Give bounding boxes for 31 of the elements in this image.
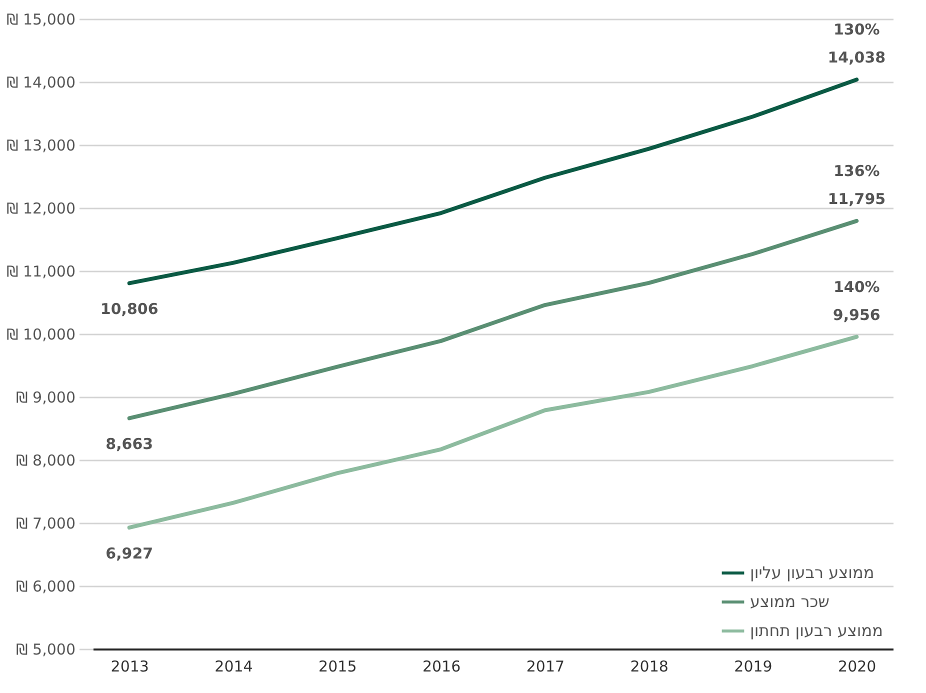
x-tick-label: 2016 [422, 658, 461, 676]
x-tick-label: 2019 [734, 658, 772, 676]
y-tick-label: ₪ 15,000 [6, 10, 76, 28]
y-tick-label: ₪ 11,000 [6, 262, 76, 280]
y-tick-label: ₪ 14,000 [6, 74, 76, 92]
annotation: 140% [833, 278, 880, 296]
annotation: 130% [833, 20, 880, 39]
x-tick-label: 2013 [110, 658, 149, 676]
data-label: 6,927 [106, 544, 154, 563]
y-tick-label: ₪ 12,000 [6, 200, 76, 218]
x-tick-label: 2018 [630, 658, 668, 676]
data-label: 9,956 [832, 306, 880, 324]
data-label: 8,663 [106, 435, 154, 454]
data-label: 14,038 [828, 48, 886, 67]
x-tick-label: 2015 [318, 658, 357, 676]
x-tick-label: 2014 [214, 658, 253, 676]
x-tick-label: 2017 [526, 658, 565, 676]
data-label: 10,806 [100, 300, 158, 318]
y-tick-label: ₪ 9,000 [16, 388, 76, 406]
y-tick-label: ₪ 5,000 [16, 640, 76, 658]
y-tick-label: ₪ 10,000 [6, 326, 76, 344]
legend-label: ממוצע רבעון עליון [750, 563, 874, 582]
data-label: 11,795 [828, 190, 886, 208]
x-tick-label: 2020 [838, 658, 876, 676]
legend-label: ממוצע רבעון תחתון [750, 621, 883, 640]
y-tick-label: ₪ 6,000 [16, 578, 76, 596]
y-tick-label: ₪ 8,000 [16, 452, 76, 470]
annotation: 136% [833, 162, 880, 180]
y-tick-label: ₪ 13,000 [6, 136, 76, 154]
legend-label: שכר ממוצע [750, 592, 830, 611]
y-tick-label: ₪ 7,000 [16, 514, 76, 532]
